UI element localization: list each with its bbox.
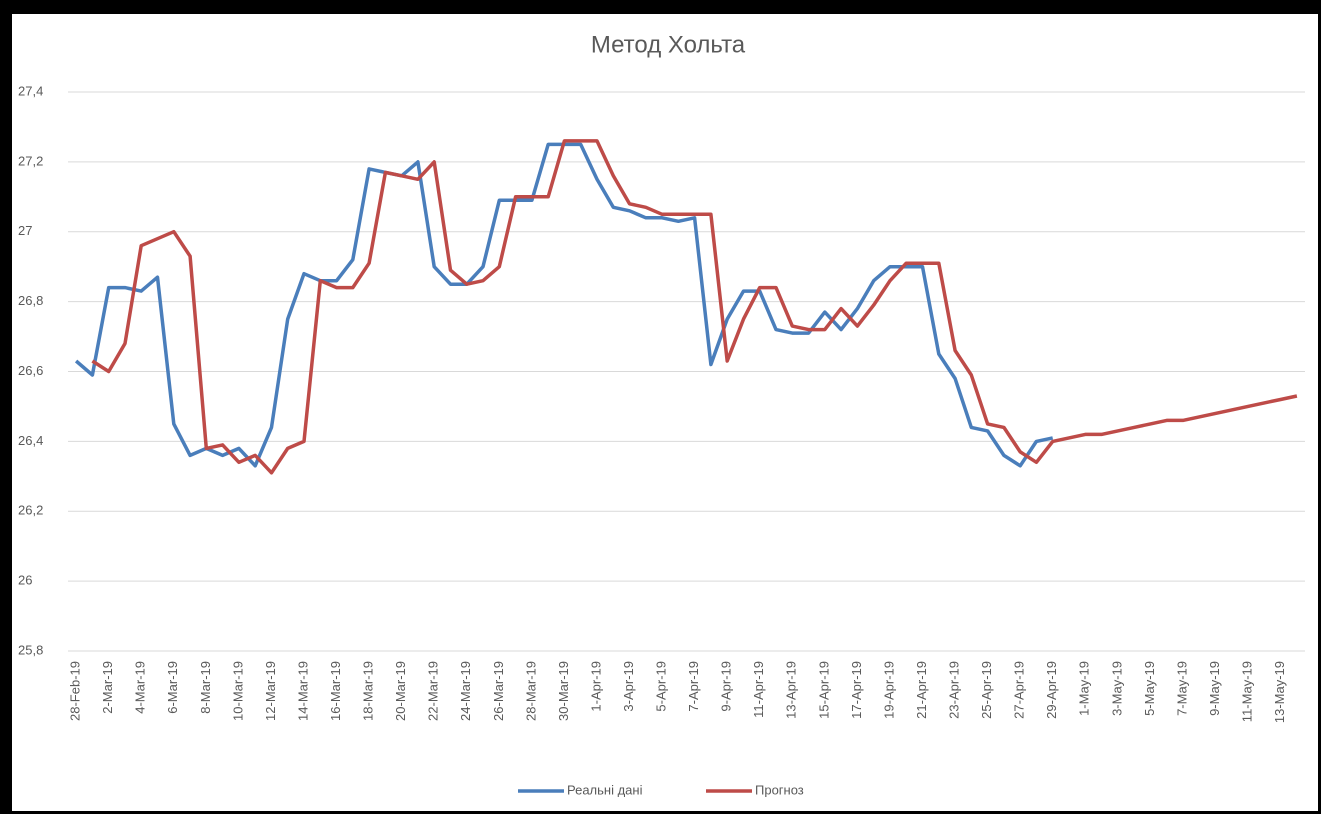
x-tick-label: 13-May-19 (1272, 661, 1287, 723)
y-tick-label: 27,2 (18, 153, 43, 168)
x-tick-label: 21-Apr-19 (914, 661, 929, 719)
x-tick-label: 7-May-19 (1174, 661, 1189, 716)
x-tick-label: 6-Mar-19 (165, 661, 180, 714)
x-tick-label: 13-Apr-19 (784, 661, 799, 719)
x-tick-label: 28-Feb-19 (68, 661, 83, 721)
y-tick-label: 26,6 (18, 363, 43, 378)
x-tick-label: 11-May-19 (1239, 661, 1254, 722)
series-line (91, 139, 1298, 475)
y-tick-label: 25,8 (18, 642, 43, 657)
y-tick-label: 26,2 (18, 503, 43, 518)
x-tick-label: 8-Mar-19 (198, 661, 213, 714)
x-tick-label: 16-Mar-19 (328, 661, 343, 721)
x-tick-label: 27-Apr-19 (1012, 661, 1027, 719)
x-tick-label: 20-Mar-19 (393, 661, 408, 721)
x-tick-label: 17-Apr-19 (849, 661, 864, 719)
legend-label: Прогноз (755, 782, 804, 797)
x-tick-label: 19-Apr-19 (881, 661, 896, 719)
x-tick-label: 2-Mar-19 (100, 661, 115, 714)
x-tick-label: 1-Apr-19 (588, 661, 603, 712)
x-tick-label: 4-Mar-19 (133, 661, 148, 714)
y-tick-label: 26,4 (18, 433, 43, 448)
x-tick-label: 12-Mar-19 (263, 661, 278, 721)
x-tick-label: 14-Mar-19 (295, 661, 310, 721)
x-tick-label: 7-Apr-19 (686, 661, 701, 712)
x-tick-label: 9-Apr-19 (719, 661, 734, 712)
x-tick-label: 18-Mar-19 (361, 661, 376, 721)
x-tick-label: 24-Mar-19 (458, 661, 473, 721)
x-tick-label: 5-May-19 (1142, 661, 1157, 716)
x-tick-label: 23-Apr-19 (946, 661, 961, 719)
y-tick-label: 26 (18, 573, 32, 588)
chart-title: Метод Хольта (591, 31, 746, 58)
x-tick-label: 26-Mar-19 (491, 661, 506, 721)
legend-label: Реальні дані (567, 782, 643, 797)
x-tick-label: 3-Apr-19 (621, 661, 636, 712)
x-tick-label: 10-Mar-19 (230, 661, 245, 721)
x-tick-label: 5-Apr-19 (654, 661, 669, 712)
x-tick-label: 9-May-19 (1207, 661, 1222, 716)
y-tick-label: 27,4 (18, 83, 43, 98)
x-tick-label: 22-Mar-19 (426, 661, 441, 721)
x-tick-label: 11-Apr-19 (751, 661, 766, 718)
chart-area (12, 14, 1318, 811)
x-tick-label: 15-Apr-19 (816, 661, 831, 719)
x-tick-label: 29-Apr-19 (1044, 661, 1059, 719)
x-tick-label: 30-Mar-19 (556, 661, 571, 721)
x-tick-label: 1-May-19 (1077, 661, 1092, 716)
x-tick-label: 25-Apr-19 (979, 661, 994, 719)
x-tick-label: 3-May-19 (1109, 661, 1124, 716)
y-tick-label: 26,8 (18, 293, 43, 308)
y-tick-label: 27 (18, 223, 32, 238)
x-tick-label: 28-Mar-19 (523, 661, 538, 721)
